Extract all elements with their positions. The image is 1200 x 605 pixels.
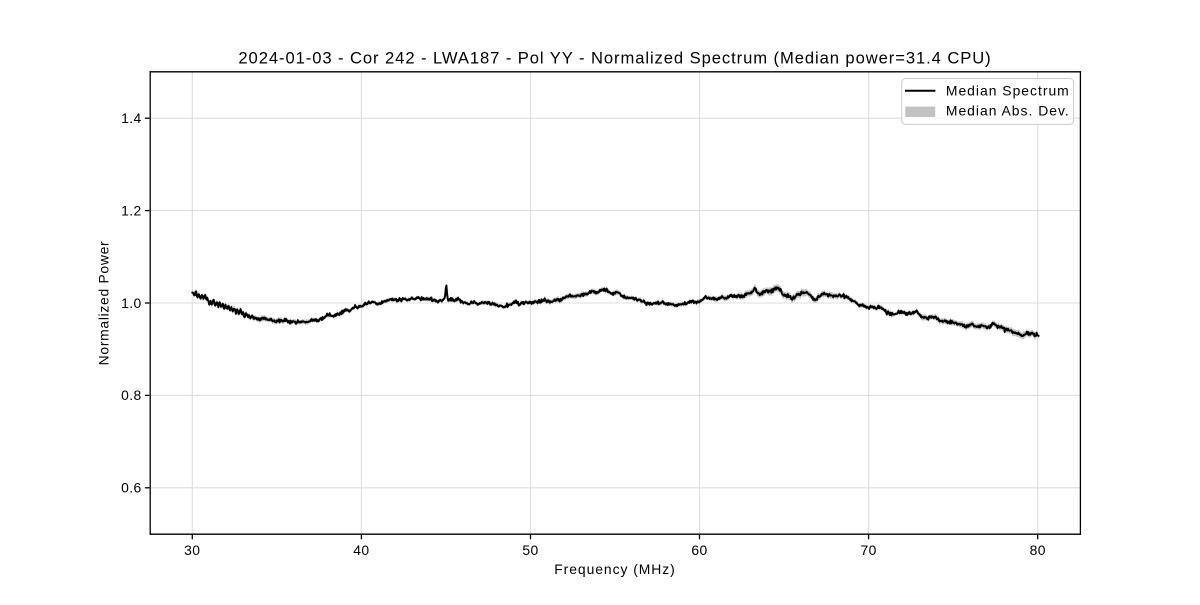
svg-text:70: 70 <box>860 542 876 558</box>
svg-text:Median Abs. Dev.: Median Abs. Dev. <box>946 103 1070 119</box>
svg-text:0.8: 0.8 <box>121 387 142 403</box>
svg-text:Frequency (MHz): Frequency (MHz) <box>554 561 676 577</box>
svg-text:60: 60 <box>691 542 707 558</box>
svg-text:50: 50 <box>522 542 538 558</box>
svg-text:80: 80 <box>1030 542 1046 558</box>
svg-text:Normalized Power: Normalized Power <box>96 241 112 366</box>
svg-text:1.0: 1.0 <box>121 295 142 311</box>
svg-text:Median Spectrum: Median Spectrum <box>946 82 1070 98</box>
svg-text:30: 30 <box>184 542 200 558</box>
svg-text:0.6: 0.6 <box>121 480 142 496</box>
svg-text:1.2: 1.2 <box>121 202 142 218</box>
svg-text:40: 40 <box>353 542 369 558</box>
svg-text:2024-01-03 - Cor 242 - LWA187: 2024-01-03 - Cor 242 - LWA187 - Pol YY -… <box>238 49 991 68</box>
svg-text:1.4: 1.4 <box>121 110 142 126</box>
